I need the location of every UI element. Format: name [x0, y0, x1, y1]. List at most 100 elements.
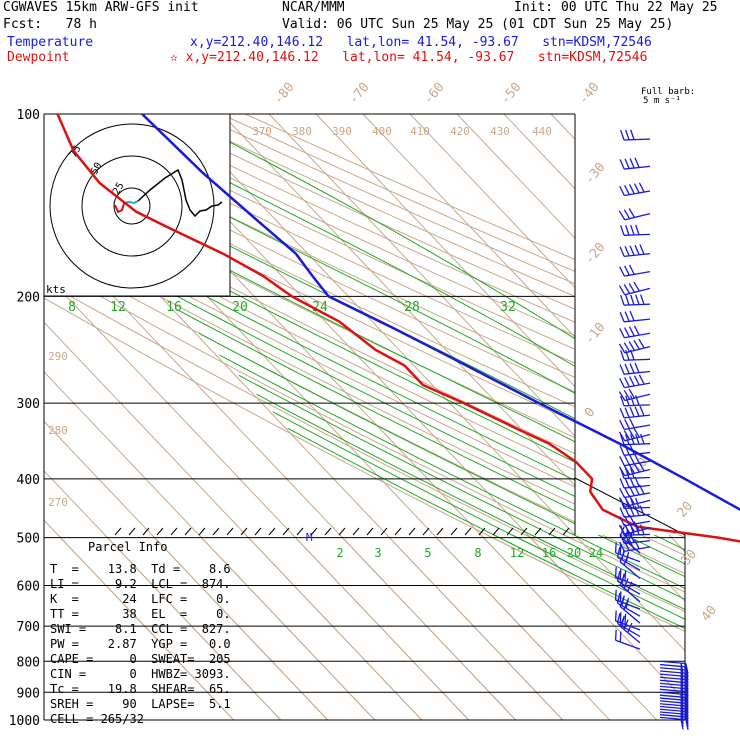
mixing-ratio-label: 28 [404, 300, 420, 315]
wind-barb-feather [618, 431, 626, 442]
forecast-hour: Fcst: 78 h [3, 17, 97, 32]
wind-barb-feather [639, 505, 645, 516]
dry-adiabat-line [44, 148, 575, 408]
wind-barb-feather [630, 294, 635, 305]
dry-adiabat-line [44, 203, 575, 471]
wind-barb-feather [616, 570, 621, 582]
wind-barb-feather [618, 210, 626, 221]
mixing-ratio-label: 16 [542, 546, 556, 560]
isotherm-line [174, 114, 575, 536]
wind-barb-feather [625, 434, 630, 445]
wind-barb-feather [618, 391, 626, 401]
pressure-tick-label: 800 [17, 655, 40, 670]
isotherm-line [386, 535, 564, 720]
wind-barb-feather [628, 264, 635, 275]
wind-barb-feather [616, 592, 621, 604]
hatch-mark [534, 527, 542, 536]
wind-barb-feather [624, 311, 630, 322]
pressure-tick-label: 100 [17, 108, 40, 123]
hatch-mark [338, 527, 346, 536]
wind-barb-feather [638, 182, 645, 193]
hatch-mark [142, 527, 150, 536]
hatch-mark [296, 527, 304, 536]
hodograph-ring [81, 155, 183, 257]
moist-adiabat-line [198, 332, 575, 525]
wind-barb-feather [620, 295, 625, 306]
hatch-mark [408, 527, 416, 536]
mixing-ratio-label: 20 [232, 300, 248, 315]
hatch-mark [492, 527, 500, 536]
pressure-tick-label: 500 [17, 532, 40, 547]
wind-barb-feather [635, 524, 640, 535]
theta-label: 270 [48, 496, 68, 509]
wind-barb-feather [629, 406, 635, 418]
hatch-mark [394, 527, 402, 536]
isotherm-line [57, 535, 235, 720]
moist-adiabat-line [256, 393, 575, 557]
theta-label: 430 [490, 125, 510, 138]
wind-barb-feather [624, 245, 630, 257]
wind-barb-feather [619, 551, 625, 562]
wind-barb-feather [635, 497, 640, 509]
wind-barb-feather [619, 544, 622, 555]
wind-barb-feather [633, 462, 640, 473]
hatch-mark [352, 527, 360, 536]
wind-barb-feather [619, 516, 625, 527]
wind-barb-feather [635, 433, 640, 445]
wind-barb-feather [620, 434, 625, 445]
wind-barb-feather [633, 281, 640, 292]
wind-barb-feather [619, 568, 622, 580]
hatch-mark [198, 527, 206, 536]
wind-barb-feather [624, 613, 627, 625]
wind-barb-feather [619, 246, 625, 257]
wind-barb-staff [623, 443, 651, 446]
wind-barb-feather [624, 477, 630, 488]
dry-adiabat-line [172, 114, 740, 733]
wind-barb-feather [633, 325, 640, 336]
isotherm-label: -70 [346, 80, 373, 108]
dry-adiabat-line [44, 280, 575, 560]
wind-barb-feather [623, 284, 631, 294]
wind-barb-feather [625, 468, 630, 479]
hatch-mark [380, 527, 388, 536]
wind-barb-feather [619, 507, 625, 518]
wind-barb-feather [685, 666, 689, 678]
dewpoint-location: ✫ x,y=212.40,146.12 lat,lon= 41.54, -93.… [170, 50, 648, 65]
theta-label: 410 [410, 125, 430, 138]
mixing-ratio-label: 5 [424, 546, 431, 560]
wind-barb-feather [629, 245, 635, 256]
hatch-mark [170, 527, 178, 536]
dry-adiabat-line [44, 264, 575, 541]
theta-label: 380 [292, 125, 312, 138]
hatch-mark [226, 527, 234, 536]
mixing-ratio-label: 2 [336, 546, 343, 560]
wind-barb-feather [624, 327, 630, 338]
wind-barb-feather [628, 418, 635, 429]
wind-barb-feather [614, 542, 617, 553]
isotherm-label: -30 [582, 160, 609, 188]
mixing-ratio-label: 8 [474, 546, 481, 560]
wind-barb-staff [615, 620, 641, 631]
wind-barb-feather [625, 294, 630, 306]
hatch-mark [254, 527, 262, 536]
mixing-ratio-label: 24 [589, 546, 603, 560]
wind-barb-feather [625, 225, 630, 236]
wind-barb-feather [624, 185, 630, 195]
dewpoint-legend: Dewpoint [7, 50, 70, 65]
wind-barb-feather [619, 526, 625, 537]
wind-barb-feather [628, 486, 635, 497]
isotherm-label: -80 [271, 80, 298, 108]
wind-barb-feather [640, 433, 645, 445]
theta-label: 390 [332, 125, 352, 138]
wind-barb-feather [627, 532, 633, 543]
barb-panel-divider [574, 477, 686, 536]
parcel-info-row: PW = 2.87 YGP = 0.0 [50, 637, 231, 651]
wind-barb-feather [620, 395, 625, 406]
hatch-mark [366, 527, 374, 536]
hatch-mark [422, 527, 430, 536]
isotherm-line [245, 535, 423, 720]
theta-label: 440 [532, 125, 552, 138]
barb-legend-line1: Full barb: [641, 87, 695, 97]
wind-barb-feather [618, 343, 626, 354]
hatch-mark [268, 527, 276, 536]
